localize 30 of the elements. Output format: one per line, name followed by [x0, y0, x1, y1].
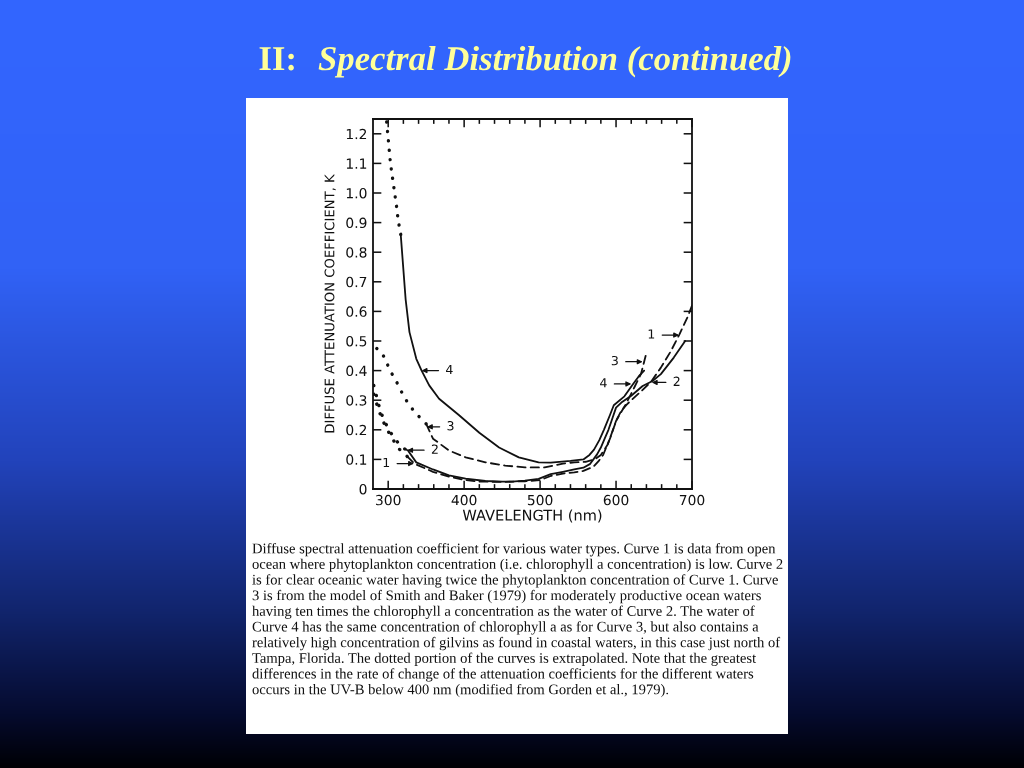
y-tick-label: 0.5	[346, 335, 367, 347]
y-tick-label: 0.2	[346, 424, 367, 436]
y-tick-label: 0.3	[346, 395, 367, 406]
chart-title: II: Spectral Distribution (continued)	[259, 45, 791, 78]
y-tick-label: 1.1	[346, 158, 367, 169]
y-tick-label: 1.2	[346, 128, 367, 140]
y-tick-label: 0.9	[346, 217, 367, 229]
annotation: 1	[648, 329, 655, 339]
x-tick-label: 300	[375, 494, 401, 506]
annotation: 4	[446, 364, 453, 375]
x-axis-title: WAVELENGTH (nm)	[462, 509, 602, 523]
y-tick-label: 0.4	[346, 365, 367, 377]
y-tick-label: 0.6	[346, 306, 367, 317]
y-tick-label: 0.1	[346, 454, 367, 465]
annotation: 1	[383, 457, 390, 467]
y-axis-title: DIFFUSE ATTENUATION COEFFICIENT, K	[324, 174, 336, 433]
annotation: 3	[447, 421, 454, 431]
x-tick-label: 400	[451, 494, 477, 506]
text: Diffuse spectral attenuation coefficient for various water types. Curve 1 is data from open ocean where phytoplankton concentration (i.e. chlorophyll a concentration) is low. Curve 2 is for clear oceanic water having twice the phytoplankton concentration of Curve 1. Curve 3 is from the model of Smith and Baker (1979) for moderately productive ocean waters having ten times the chlorophyll a concentration as the water of Curve 2. The water of Curve 4 has the same concentration of chlorophyll a as for Curve 3, but also contains a relatively high concentration of gilvins as found in coastal waters, in this case just north of Tampa, Florida. The dotted portion of the curves is extrapolated. Note that the greatest differences in the rate of change of the attenuation coefficients for the different waters occurs in the UV-B below 400 nm (modified from Gorden et al., 1979).	[252, 543, 783, 698]
annotation: 2	[431, 444, 438, 454]
x-tick-label: 500	[527, 494, 553, 506]
annotation: 2	[673, 376, 680, 386]
x-tick-label: 700	[679, 494, 705, 506]
y-tick-label: 0.7	[346, 276, 367, 288]
annotation: 4	[600, 378, 607, 388]
y-tick-label: 0	[359, 483, 367, 495]
y-tick-label: 0.8	[346, 247, 367, 258]
y-tick-label: 1.0	[346, 187, 367, 199]
annotation: 3	[611, 355, 618, 366]
x-tick-label: 600	[603, 494, 629, 506]
